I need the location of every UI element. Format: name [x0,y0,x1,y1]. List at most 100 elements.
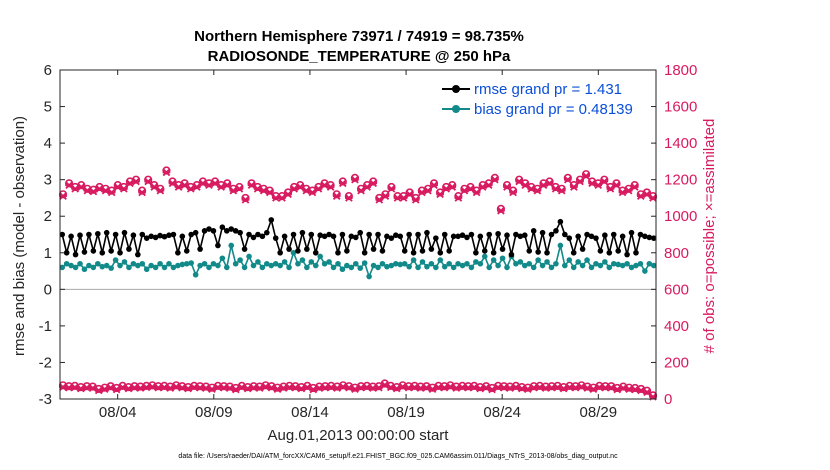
bias-point [544,259,550,265]
rmse-point [286,246,292,252]
bias-point [606,264,613,271]
bias-point [108,265,114,271]
bias-point [366,273,372,280]
bias-point [223,264,230,271]
bias-point [597,262,604,269]
bias-point [232,260,239,267]
rmse-point [468,231,475,238]
bias-point [72,264,79,271]
rmse-point [246,231,252,238]
obs-assimilated-point [77,183,86,191]
bias-point [321,260,328,267]
obs-assimilated-point [472,188,481,197]
obs-possible-point [350,173,360,182]
y-tick-label-right: 400 [664,318,689,335]
obs-possible-point [162,166,171,175]
obs-assimilated-point [223,181,232,189]
rmse-point [646,234,653,241]
rmse-point [366,231,372,238]
x-tick-label: 08/29 [580,404,618,421]
obs-assimilated-point [381,192,390,200]
bias-point [361,260,368,266]
rmse-point [170,231,177,238]
bias-point [477,260,484,267]
obs-possible-point [630,181,639,190]
rmse-point [241,246,248,252]
obs-assimilated-point [113,183,122,191]
rmse-point [183,248,190,254]
rmse-point [259,233,266,240]
bias-point [352,260,359,267]
bias-point [139,260,146,267]
obs-assimilated-point [583,384,592,392]
rmse-point [517,233,524,240]
bias-point [255,259,261,265]
rmse-point [321,233,328,240]
obs-possible-point [296,181,305,190]
obs-assimilated-point [120,184,128,193]
rmse-point [108,248,114,254]
bias-point [459,262,466,269]
rmse-point [584,231,590,238]
y-tick-label-left: 4 [44,135,52,152]
y-tick-label-left: -2 [39,354,52,371]
bias-point [504,264,510,271]
rmse-series-layer [59,217,657,258]
rmse-point [223,228,230,234]
obs-assimilated-point [484,181,493,189]
obs-assimilated-point [107,188,116,197]
obs-possible-point [575,175,585,184]
rmse-point [357,229,364,236]
obs-possible-point [642,188,651,197]
rmse-point [459,232,466,239]
rmse-point [121,229,128,236]
bias-point [206,264,212,271]
obs-assimilated-point [150,183,159,191]
bias-point [188,260,195,266]
rmse-point [602,232,608,239]
bias-point [272,260,279,267]
bias-point [99,263,106,270]
y-tick-label-right: 1000 [664,208,697,225]
bias-point [535,257,541,263]
bias-point [77,260,83,267]
y-axis-label-right: # of obs: o=possible; ×=assimilated [701,119,718,354]
rmse-point [406,231,412,238]
rmse-point [255,231,261,238]
obs-assimilated-point [284,190,292,199]
bias-point [112,257,119,263]
obs-possible-point [332,190,341,199]
rmse-point [481,248,488,254]
bias-point [295,260,301,267]
rmse-point [597,248,604,254]
obs-assimilated-point [83,186,92,195]
obs-assimilated-point [124,384,133,393]
bias-point [179,261,186,268]
obs-possible-point [210,177,220,186]
bias-point [299,257,306,263]
rmse-point [490,249,497,256]
obs-assimilated-point [440,383,449,392]
bias-point [428,260,435,267]
bias-point [148,262,154,269]
rmse-point [473,249,479,256]
rmse-point [513,231,519,238]
rmse-point [370,246,377,252]
obs-assimilated-point [363,183,371,191]
obs-assimilated-point [533,186,542,195]
obs-series-layer [58,166,658,401]
obs-possible-point [490,173,499,182]
rmse-point [63,249,70,256]
obs-assimilated-point [387,184,396,193]
y-tick-label-right: 200 [664,354,689,371]
rmse-point [335,249,341,256]
rmse-point [348,233,355,240]
bias-point [210,260,217,267]
rmse-point [330,233,337,240]
rmse-point [201,228,208,234]
obs-assimilated-point [436,190,444,199]
obs-assimilated-point [332,192,341,200]
bias-point [575,259,581,265]
y-tick-label-left: -1 [39,318,52,335]
y-tick-label-left: 6 [44,62,52,79]
